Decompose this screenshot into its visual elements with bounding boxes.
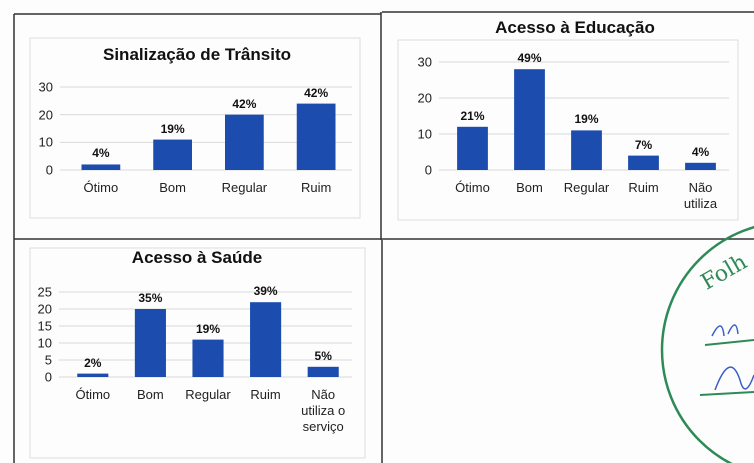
data-label: 2% (84, 355, 102, 370)
data-label: 5% (314, 348, 332, 363)
stamp-line (704, 339, 754, 346)
y-tick-label: 10 (417, 126, 432, 142)
y-tick-label: 10 (38, 134, 53, 150)
bar (77, 373, 109, 377)
bar (250, 302, 282, 377)
data-label: 42% (232, 96, 257, 111)
bar (192, 339, 224, 377)
handwriting (714, 366, 754, 391)
bar (296, 103, 336, 170)
data-label: 35% (138, 291, 163, 305)
x-tick-label: Ótimo (455, 180, 490, 195)
y-tick-label: 0 (424, 162, 432, 178)
x-tick-label: Bom (159, 180, 186, 195)
bar (685, 162, 716, 170)
y-tick-label: 30 (38, 79, 53, 95)
x-tick-label: Ruim (628, 180, 659, 195)
y-tick-label: 30 (417, 54, 432, 70)
data-label: 49% (517, 51, 542, 66)
x-tick-label: Bom (137, 387, 164, 402)
stamp-circle (660, 225, 754, 463)
handwriting (711, 324, 739, 337)
x-tick-label: Não utiliza o serviço (301, 387, 346, 434)
chart-title: Acesso à Saúde (131, 248, 263, 267)
data-label: 4% (691, 144, 710, 159)
data-label: 19% (195, 321, 221, 336)
data-label: 42% (304, 85, 329, 100)
x-tick-label: Não utiliza (683, 180, 718, 211)
bar (307, 366, 339, 377)
x-tick-label: Ótimo (75, 387, 111, 402)
y-tick-label: 0 (45, 162, 53, 178)
chart-title: Sinalização de Trânsito (102, 45, 292, 64)
bar (628, 155, 659, 170)
y-tick-label: 10 (37, 335, 52, 351)
x-tick-label: Bom (516, 180, 543, 195)
y-tick-label: 0 (44, 369, 52, 385)
y-tick-label: 20 (37, 301, 52, 317)
x-tick-label: Ótimo (83, 180, 119, 195)
data-label: 39% (253, 284, 278, 299)
y-tick-label: 20 (38, 107, 53, 123)
data-label: 4% (92, 146, 110, 161)
bar (134, 309, 166, 377)
y-tick-label: 25 (37, 284, 52, 300)
bar (514, 69, 545, 170)
data-label: 19% (160, 121, 185, 136)
x-tick-label: Regular (185, 387, 231, 402)
data-label: 19% (574, 112, 599, 127)
chart-border (29, 247, 366, 459)
bar (457, 126, 488, 170)
x-tick-label: Ruim (300, 180, 332, 195)
bar (81, 164, 121, 170)
data-label: 21% (460, 108, 485, 123)
y-tick-label: 5 (44, 352, 52, 368)
x-tick-label: Ruim (250, 387, 281, 402)
y-tick-label: 15 (37, 318, 52, 334)
data-label: 7% (634, 137, 653, 152)
chart-title: Acesso à Educação (495, 18, 655, 37)
bar (571, 130, 602, 170)
stamp-line (699, 391, 754, 396)
x-tick-label: Regular (563, 180, 610, 195)
bar (153, 139, 192, 170)
chart-border (29, 37, 361, 219)
x-tick-label: Regular (221, 180, 268, 195)
y-tick-label: 20 (417, 90, 432, 106)
bar (225, 114, 264, 170)
chart-border (397, 39, 739, 221)
